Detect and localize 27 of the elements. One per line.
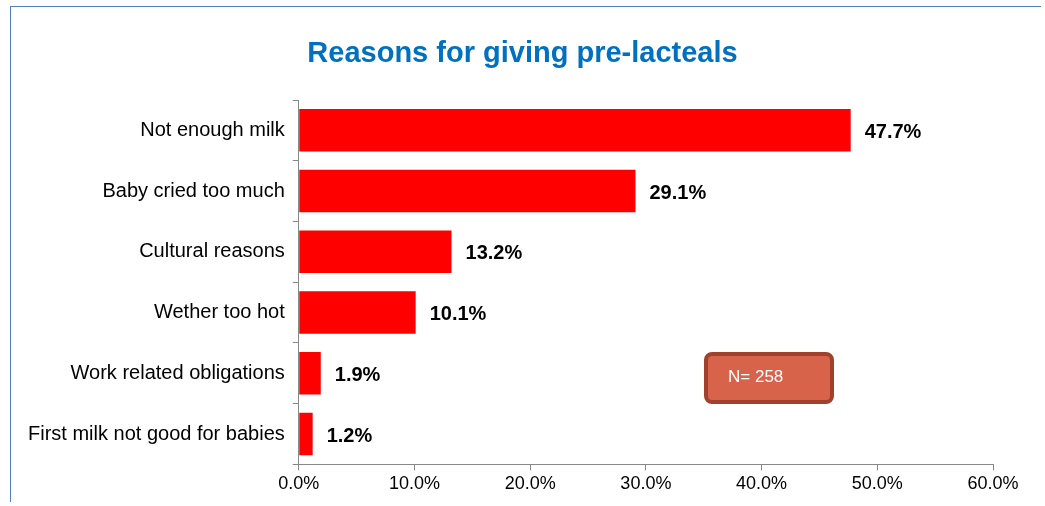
x-tick-label: 60.0% [967, 473, 1019, 494]
bar [299, 109, 851, 152]
data-label: 10.1% [429, 302, 487, 325]
data-label: 1.9% [334, 362, 381, 385]
y-tick-label: Baby cried too much [102, 178, 285, 201]
data-label: 29.1% [649, 180, 707, 203]
bar [299, 412, 313, 456]
x-tick-label: 30.0% [620, 473, 672, 494]
y-tick-label: Wether too hot [153, 300, 286, 323]
x-tick-label: 0.0% [278, 473, 320, 494]
x-tick-label: 20.0% [504, 473, 556, 494]
data-label: 13.2% [465, 241, 523, 264]
x-tick-label: 10.0% [388, 473, 440, 494]
y-tick-label: Work related obligations [70, 360, 285, 383]
x-tick-label: 40.0% [736, 473, 788, 494]
data-label: 1.2% [326, 423, 373, 446]
y-tick-label: Not enough milk [140, 117, 286, 140]
bar [299, 230, 452, 274]
y-tick-label: First milk not good for babies [28, 421, 285, 444]
y-tick-label: Cultural reasons [139, 239, 285, 262]
x-tick-label: 50.0% [851, 473, 903, 494]
text-box: N= 258 [704, 352, 834, 404]
data-label: 47.7% [864, 119, 922, 142]
bar [299, 291, 416, 334]
bar [299, 352, 321, 395]
bar [299, 169, 636, 213]
chart-title: Reasons for giving pre-lacteals [306, 36, 739, 69]
